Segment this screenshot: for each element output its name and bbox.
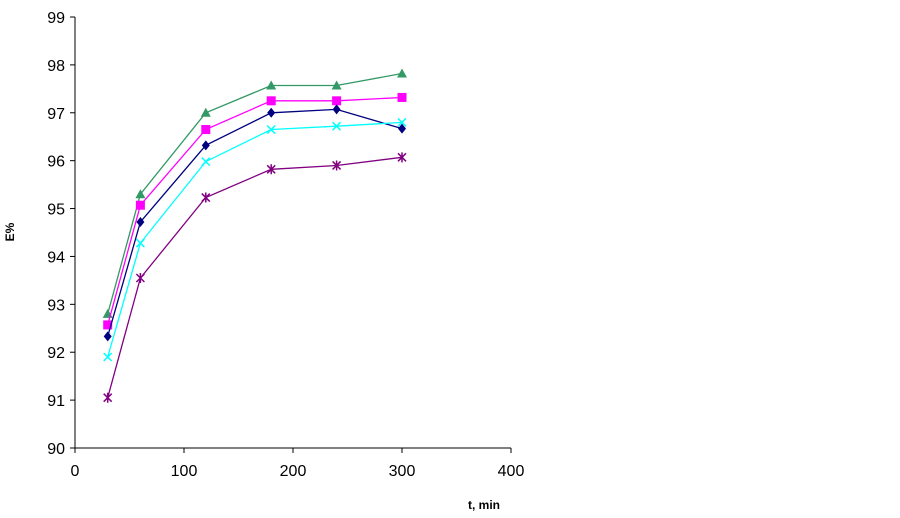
x-tick-label: 100: [171, 463, 198, 480]
y-tick-label: 92: [47, 345, 65, 362]
y-tick-label: 90: [47, 441, 65, 458]
series-line: [107, 96, 403, 326]
data-point: [103, 320, 113, 330]
data-point: [201, 192, 211, 203]
series-4: [103, 117, 407, 362]
data-point: [136, 216, 145, 227]
data-point: [200, 107, 211, 117]
y-tick-label: 96: [47, 154, 65, 171]
y-tick-label: 91: [47, 393, 65, 410]
data-point: [103, 352, 113, 362]
x-axis-title: t, min: [468, 498, 500, 512]
series-line: [107, 108, 403, 337]
y-tick-label: 99: [47, 10, 65, 27]
data-point: [332, 121, 342, 131]
data-point: [397, 92, 407, 102]
data-point: [397, 117, 407, 127]
x-tick-label: 200: [280, 463, 307, 480]
series-2: [103, 92, 407, 330]
data-point: [397, 68, 407, 78]
series-layer: [102, 68, 407, 403]
series-line: [107, 72, 403, 315]
data-point: [331, 80, 342, 90]
x-tick-label: 400: [498, 463, 525, 480]
series-1: [102, 68, 407, 318]
y-tick-label: 97: [47, 106, 65, 123]
x-tick-label: 300: [389, 463, 416, 480]
series-line: [107, 156, 403, 398]
y-tick-label: 98: [47, 58, 65, 75]
data-point: [332, 104, 341, 115]
x-tick-label: 0: [71, 463, 80, 480]
data-point: [397, 152, 407, 163]
series-5: [103, 152, 407, 403]
data-point: [398, 123, 406, 134]
data-point: [266, 164, 276, 175]
data-point: [135, 189, 146, 199]
y-tick-label: 95: [47, 202, 65, 219]
data-point: [135, 238, 145, 248]
data-point: [103, 392, 113, 403]
data-point: [266, 96, 276, 106]
data-point: [103, 331, 112, 342]
series-3: [103, 104, 406, 342]
data-point: [201, 157, 211, 167]
y-tick-label: 93: [47, 297, 65, 314]
data-point: [332, 160, 342, 171]
series-line: [107, 121, 403, 358]
data-point: [135, 200, 145, 210]
data-point: [332, 96, 342, 106]
y-axis-title: E%: [3, 222, 17, 241]
data-point: [267, 107, 276, 118]
data-point: [266, 125, 276, 135]
y-tick-label: 94: [47, 249, 65, 266]
data-point: [266, 80, 277, 90]
data-point: [201, 125, 211, 135]
data-point: [135, 272, 145, 283]
axes: [74, 17, 511, 449]
data-point: [201, 140, 210, 151]
ticks: 90 91 92 93 94 95 96 97 98 99 0 100 200 300 400: [47, 10, 524, 480]
